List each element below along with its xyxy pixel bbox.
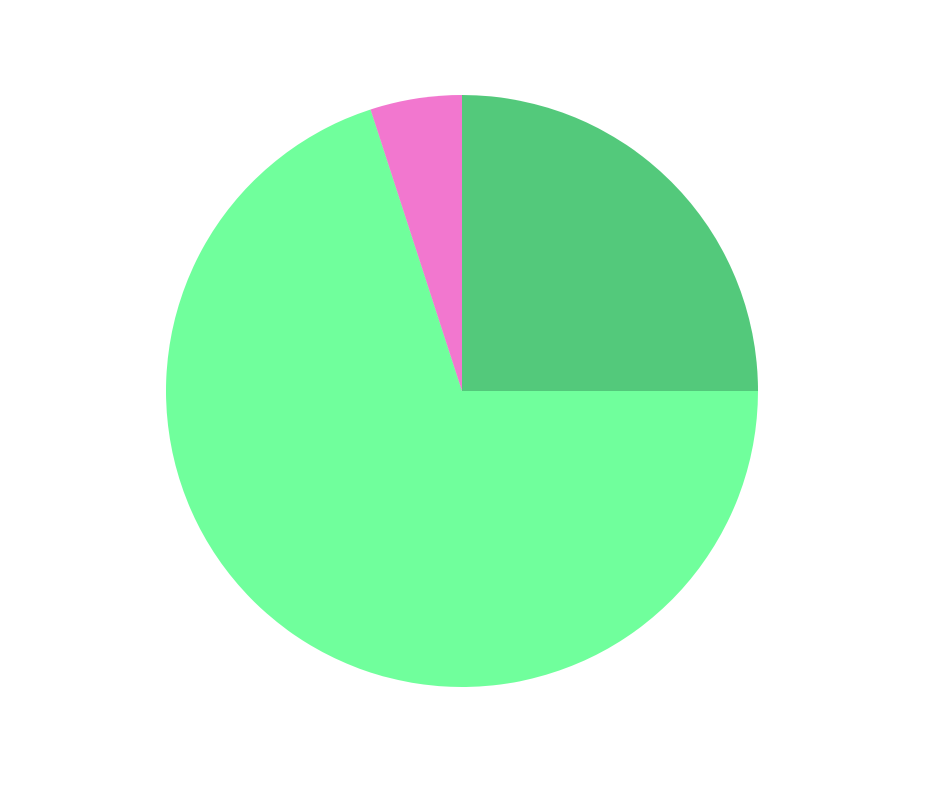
pie-slice-2 [165,109,758,688]
pie-slice-1 [462,95,758,391]
pie-slice-3 [370,95,462,391]
